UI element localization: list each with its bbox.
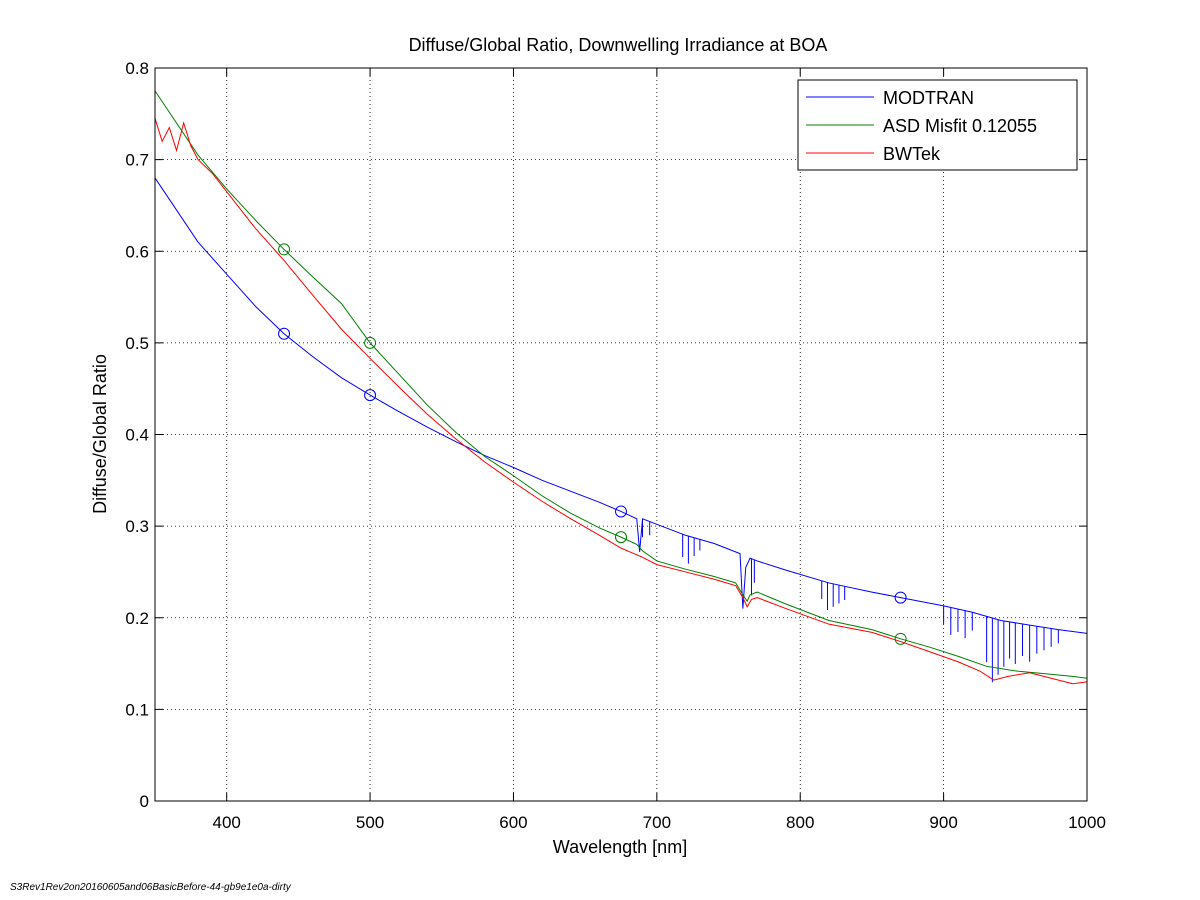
y-tick-label: 0.2 xyxy=(125,609,149,628)
series-marker-modtran xyxy=(894,591,907,604)
series-line-asd xyxy=(155,90,1087,679)
series-marker-modtran xyxy=(364,389,377,402)
x-tick-label: 700 xyxy=(643,813,671,832)
legend-label-asd: ASD Misfit 0.12055 xyxy=(883,116,1037,136)
y-axis-label: Diffuse/Global Ratio xyxy=(90,354,110,514)
y-tick-label: 0.8 xyxy=(125,59,149,78)
y-tick-label: 0.6 xyxy=(125,242,149,261)
legend-label-modtran: MODTRAN xyxy=(883,88,974,108)
series-marker-asd xyxy=(364,336,377,349)
legend: MODTRAN ASD Misfit 0.12055 BWTek xyxy=(797,79,1078,171)
y-tick-label: 0 xyxy=(140,792,149,811)
x-tick-label: 600 xyxy=(499,813,527,832)
plot-area xyxy=(155,90,1087,685)
series-marker-modtran xyxy=(615,505,627,518)
y-tick-label: 0.1 xyxy=(125,700,149,719)
x-tick-label: 800 xyxy=(786,813,814,832)
footer-note: S3Rev1Rev2on20160605and06BasicBefore-44-… xyxy=(10,882,292,893)
series-marker-asd xyxy=(894,632,907,645)
y-tick-label: 0.3 xyxy=(125,517,149,536)
series-marker-modtran xyxy=(278,327,291,340)
series-line-bwtek xyxy=(155,118,1087,685)
chart-title: Diffuse/Global Ratio, Downwelling Irradi… xyxy=(409,35,828,55)
ticks: 400 500 600 700 800 900 1000 0 0.1 0.2 0.3 0.4 0.5 0.… xyxy=(125,59,1106,832)
x-tick-label: 1000 xyxy=(1068,813,1106,832)
x-axis-label: Wavelength [nm] xyxy=(553,837,687,857)
series-marker-asd xyxy=(278,243,291,256)
x-tick-label: 900 xyxy=(929,813,957,832)
series-marker-asd xyxy=(615,531,627,544)
x-tick-label: 400 xyxy=(213,813,241,832)
legend-label-bwtek: BWTek xyxy=(883,144,941,164)
y-tick-label: 0.4 xyxy=(125,426,149,445)
x-tick-label: 500 xyxy=(356,813,384,832)
y-tick-label: 0.7 xyxy=(125,151,149,170)
y-tick-label: 0.5 xyxy=(125,334,149,353)
